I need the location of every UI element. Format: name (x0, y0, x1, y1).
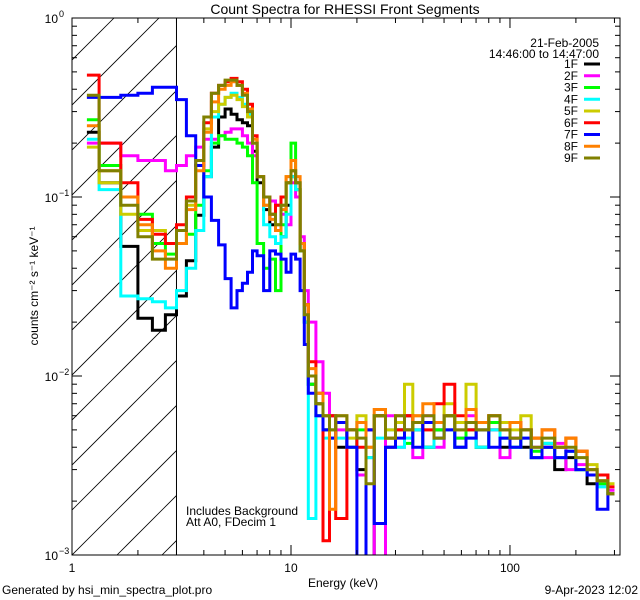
y-tick-label-base: 10 (45, 549, 59, 563)
series-line-2F (86, 127, 615, 555)
x-tick-label: 1 (69, 561, 76, 575)
series-line-1F (86, 107, 615, 555)
hatch-line (522, 15, 640, 555)
series-line-7F (86, 85, 615, 555)
y-tick-label-base: 10 (45, 12, 59, 26)
chart-title: Count Spectra for RHESSI Front Segments (210, 1, 479, 17)
legend-label: 6F (564, 116, 578, 130)
y-tick-label-exp: 0 (59, 9, 64, 19)
y-tick-label-exp: −1 (59, 188, 69, 198)
plot-frame (71, 17, 621, 556)
legend-label: 8F (564, 139, 578, 153)
legend-label: 7F (564, 128, 578, 142)
hatch-line (72, 359, 177, 466)
hatch-line (477, 15, 640, 555)
hatch-line (72, 89, 177, 196)
excluded-energy-hatch (72, 15, 640, 555)
hatch-line (72, 134, 177, 241)
y-axis-label: counts cm⁻² s⁻¹ keV⁻¹ (27, 226, 41, 345)
hatch-line (72, 404, 177, 511)
legend-date: 21-Feb-2005 (530, 36, 599, 50)
x-tick-labels: 1 10 100 (69, 561, 521, 575)
hatch-line (72, 449, 177, 555)
hatch-line (252, 15, 640, 555)
series-group (86, 73, 615, 555)
legend-label: 9F (564, 151, 578, 165)
annotation-attenuator: Att A0, FDecim 1 (186, 515, 276, 529)
hatch-line (72, 224, 177, 331)
footer-generator: Generated by hsi_min_spectra_plot.pro (2, 583, 212, 597)
series-line-4F (86, 91, 615, 520)
hatch-line (72, 44, 177, 151)
axis-ticks (71, 17, 620, 556)
legend-label: 1F (564, 57, 578, 71)
legend-time-range: 14:46:00 to 14:47:00 (489, 47, 599, 61)
x-tick-label: 100 (500, 561, 520, 575)
legend-label: 2F (564, 69, 578, 83)
x-axis-label: Energy (keV) (308, 576, 378, 590)
x-tick-label: 10 (284, 561, 298, 575)
series-line-5F (86, 93, 615, 486)
y-tick-label-base: 10 (45, 370, 59, 384)
annotation-background: Includes Background (186, 504, 298, 518)
y-tick-label-base: 10 (45, 191, 59, 205)
series-line-9F (86, 78, 615, 496)
legend-label: 4F (564, 92, 578, 106)
footer-timestamp: 9-Apr-2023 12:02 (545, 583, 639, 597)
hatch-line (116, 494, 177, 555)
legend-label: 5F (564, 104, 578, 118)
y-tick-label-exp: −2 (59, 367, 69, 377)
y-tick-label-exp: −3 (59, 546, 69, 556)
hatch-line (72, 269, 177, 376)
legend-label: 3F (564, 81, 578, 95)
